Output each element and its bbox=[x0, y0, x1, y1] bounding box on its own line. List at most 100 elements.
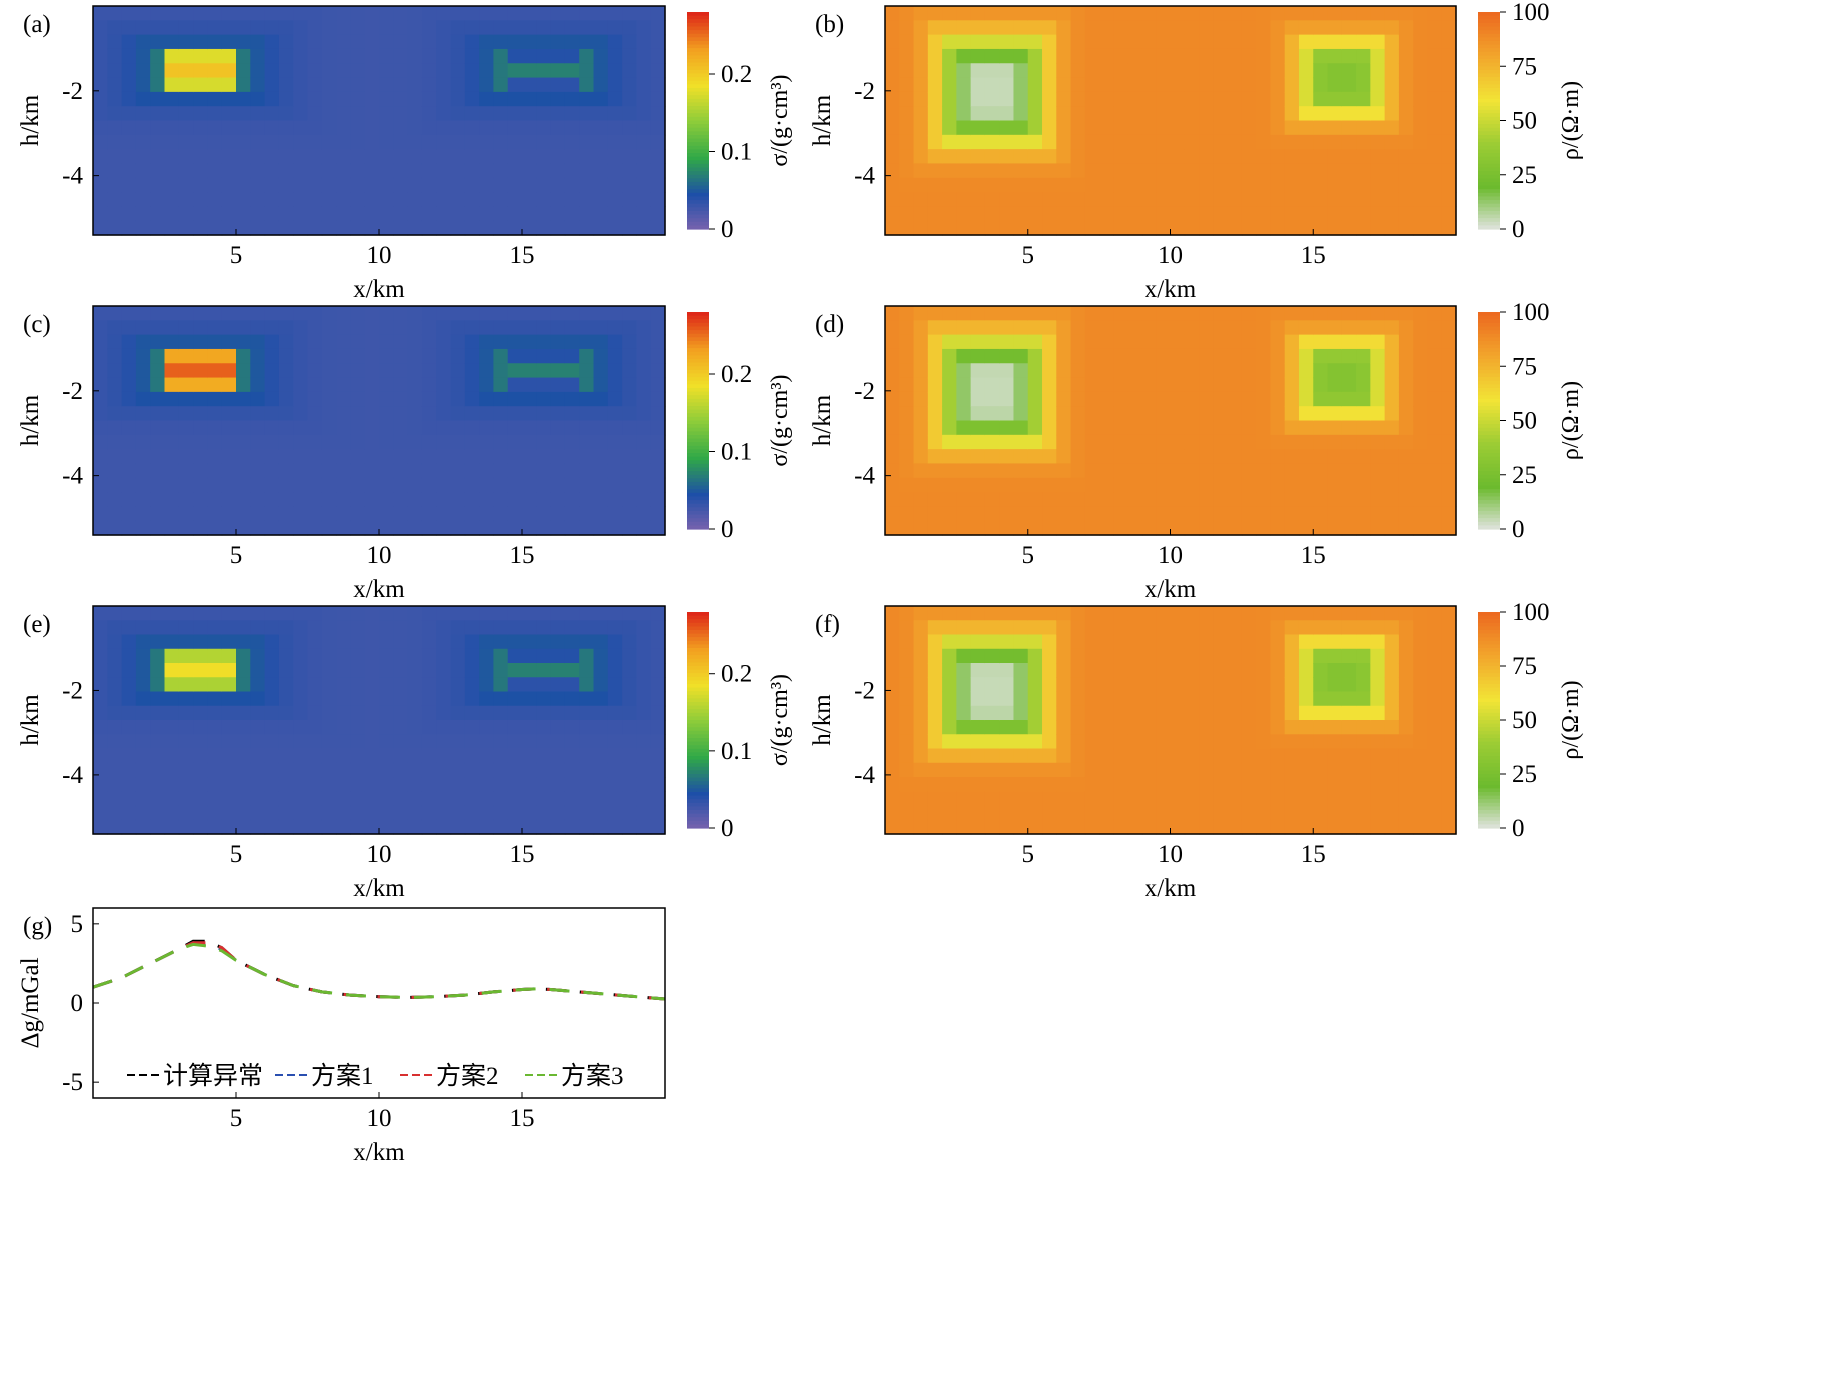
heatmap-cell bbox=[293, 20, 309, 36]
heatmap-cell bbox=[1356, 634, 1371, 650]
heatmap-cell bbox=[1170, 320, 1186, 336]
heatmap-cell bbox=[1042, 134, 1057, 150]
heatmap-cell bbox=[221, 163, 237, 179]
heatmap-cell bbox=[250, 720, 266, 735]
heatmap-cell bbox=[1042, 206, 1057, 222]
heatmap-cell bbox=[593, 391, 609, 407]
heatmap-cell bbox=[564, 791, 580, 807]
heatmap-cell bbox=[450, 149, 466, 165]
heatmap-cell bbox=[1013, 320, 1029, 336]
heatmap-cell bbox=[913, 634, 929, 650]
heatmap-cell bbox=[436, 177, 452, 193]
heatmap-cell bbox=[1156, 420, 1172, 436]
heatmap-cell bbox=[1313, 805, 1329, 821]
heatmap-cell bbox=[579, 106, 595, 122]
colorbar-segment bbox=[687, 612, 709, 617]
heatmap-cell bbox=[1099, 348, 1114, 364]
heatmap-cell bbox=[293, 492, 309, 507]
colorbar-segment bbox=[1478, 344, 1500, 349]
heatmap-cell bbox=[164, 734, 180, 750]
heatmap-cell bbox=[178, 134, 194, 150]
heatmap-cell bbox=[1370, 449, 1386, 465]
x-tick-label: 15 bbox=[510, 542, 535, 569]
heatmap-cell bbox=[942, 20, 957, 36]
heatmap-cell bbox=[1056, 348, 1072, 364]
heatmap-cell bbox=[436, 363, 452, 379]
heatmap-cell bbox=[207, 648, 223, 664]
heatmap-cell bbox=[1170, 192, 1186, 207]
heatmap-cell bbox=[1298, 220, 1314, 236]
heatmap-cell bbox=[536, 677, 552, 693]
heatmap-cell bbox=[336, 520, 351, 536]
heatmap-cell bbox=[379, 306, 394, 321]
heatmap-cell bbox=[1427, 177, 1443, 193]
colorbar-segment bbox=[1478, 514, 1500, 519]
heatmap-cell bbox=[93, 648, 108, 664]
heatmap-cell bbox=[221, 449, 237, 465]
heatmap-cell bbox=[956, 306, 972, 321]
heatmap-cell bbox=[564, 777, 580, 792]
heatmap-cell bbox=[221, 363, 237, 379]
heatmap-cell bbox=[493, 506, 509, 522]
heatmap-cell bbox=[493, 620, 509, 636]
heatmap-cell bbox=[507, 677, 523, 693]
heatmap-cell bbox=[450, 777, 466, 792]
heatmap-cell bbox=[913, 734, 929, 750]
heatmap-cell bbox=[1413, 163, 1429, 179]
colorbar-segment bbox=[687, 322, 709, 328]
colorbar-segment bbox=[1478, 770, 1500, 775]
heatmap-cell bbox=[278, 506, 294, 522]
heatmap-cell bbox=[307, 192, 323, 207]
heatmap-cell bbox=[121, 63, 137, 79]
heatmap-cell bbox=[536, 91, 552, 107]
heatmap-cell bbox=[236, 663, 251, 678]
heatmap-cell bbox=[1241, 348, 1257, 364]
heatmap-cell bbox=[622, 406, 637, 422]
heatmap-cell bbox=[236, 492, 251, 507]
heatmap-cell bbox=[493, 748, 509, 764]
heatmap-cell bbox=[364, 391, 380, 407]
heatmap-cell bbox=[927, 805, 943, 821]
panel-label: (e) bbox=[23, 611, 51, 638]
heatmap-cell bbox=[464, 163, 480, 179]
heatmap-cell bbox=[1370, 777, 1386, 792]
heatmap-cell bbox=[650, 134, 666, 150]
heatmap-cell bbox=[1313, 20, 1329, 36]
heatmap-cell bbox=[364, 620, 380, 636]
heatmap-cell bbox=[1298, 705, 1314, 721]
heatmap-cell bbox=[278, 691, 294, 707]
heatmap-cell bbox=[264, 320, 280, 336]
heatmap-cell bbox=[1356, 520, 1371, 536]
heatmap-cell bbox=[1384, 748, 1400, 764]
heatmap-cell bbox=[927, 762, 943, 778]
heatmap-cell bbox=[307, 634, 323, 650]
heatmap-cell bbox=[336, 320, 351, 336]
heatmap-cell bbox=[278, 677, 294, 693]
heatmap-cell bbox=[650, 306, 666, 321]
heatmap-cell bbox=[436, 348, 452, 364]
heatmap-cell bbox=[622, 434, 637, 450]
heatmap-cell bbox=[1298, 492, 1314, 507]
heatmap-cell bbox=[1398, 663, 1414, 678]
heatmap-cell bbox=[207, 477, 223, 493]
heatmap-cell bbox=[293, 805, 309, 821]
heatmap-cell bbox=[479, 192, 494, 207]
heatmap-cell bbox=[1270, 434, 1286, 450]
colorbar-segment bbox=[1478, 142, 1500, 147]
heatmap-cells bbox=[93, 306, 666, 536]
heatmap-cell bbox=[450, 734, 466, 750]
heatmap-cell bbox=[393, 320, 409, 336]
heatmap-cell bbox=[899, 192, 915, 207]
heatmap-cell bbox=[250, 762, 266, 778]
heatmap-cell bbox=[393, 677, 409, 693]
heatmap-cell bbox=[236, 192, 251, 207]
heatmap-cell bbox=[942, 391, 957, 407]
heatmap-cell bbox=[636, 206, 652, 222]
colorbar-segment bbox=[1478, 326, 1500, 331]
colorbar-segment bbox=[1478, 734, 1500, 739]
heatmap-cell bbox=[1042, 777, 1057, 792]
heatmap-cell bbox=[522, 791, 537, 807]
heatmap-cell bbox=[221, 819, 237, 835]
heatmap-cell bbox=[1099, 363, 1114, 379]
heatmap-cell bbox=[421, 34, 437, 50]
